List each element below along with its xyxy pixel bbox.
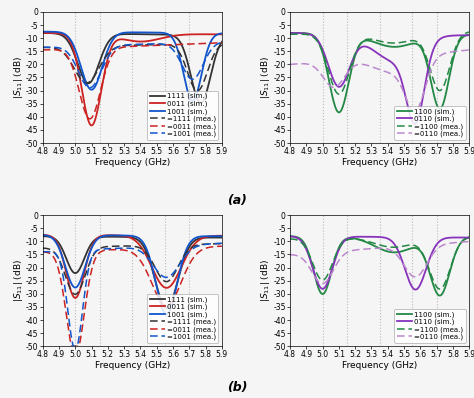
- Legend: 1100 (sim.), 0110 (sim.), =1100 (mea.), =0110 (mea.): 1100 (sim.), 0110 (sim.), =1100 (mea.), …: [394, 309, 466, 343]
- X-axis label: Frequency (GHz): Frequency (GHz): [95, 158, 170, 167]
- X-axis label: Frequency (GHz): Frequency (GHz): [342, 158, 417, 167]
- Legend: 1111 (sim.), 0011 (sim.), 1001 (sim.), =1111 (mea.), =0011 (mea.), =1001 (mea.): 1111 (sim.), 0011 (sim.), 1001 (sim.), =…: [147, 294, 219, 343]
- X-axis label: Frequency (GHz): Frequency (GHz): [95, 361, 170, 370]
- Y-axis label: $|S_{11}|$ (dB): $|S_{11}|$ (dB): [259, 56, 272, 99]
- X-axis label: Frequency (GHz): Frequency (GHz): [342, 361, 417, 370]
- Legend: 1111 (sim.), 0011 (sim.), 1001 (sim.), =1111 (mea.), =0011 (mea.), =1001 (mea.): 1111 (sim.), 0011 (sim.), 1001 (sim.), =…: [147, 90, 219, 140]
- Y-axis label: $|S_{11}|$ (dB): $|S_{11}|$ (dB): [11, 56, 25, 99]
- Y-axis label: $|S_{11}|$ (dB): $|S_{11}|$ (dB): [259, 259, 272, 302]
- Text: (b): (b): [227, 381, 247, 394]
- Y-axis label: $|S_{11}|$ (dB): $|S_{11}|$ (dB): [11, 259, 25, 302]
- Text: (a): (a): [227, 195, 247, 207]
- Legend: 1100 (sim.), 0110 (sim.), =1100 (mea.), =0110 (mea.): 1100 (sim.), 0110 (sim.), =1100 (mea.), …: [394, 105, 466, 140]
